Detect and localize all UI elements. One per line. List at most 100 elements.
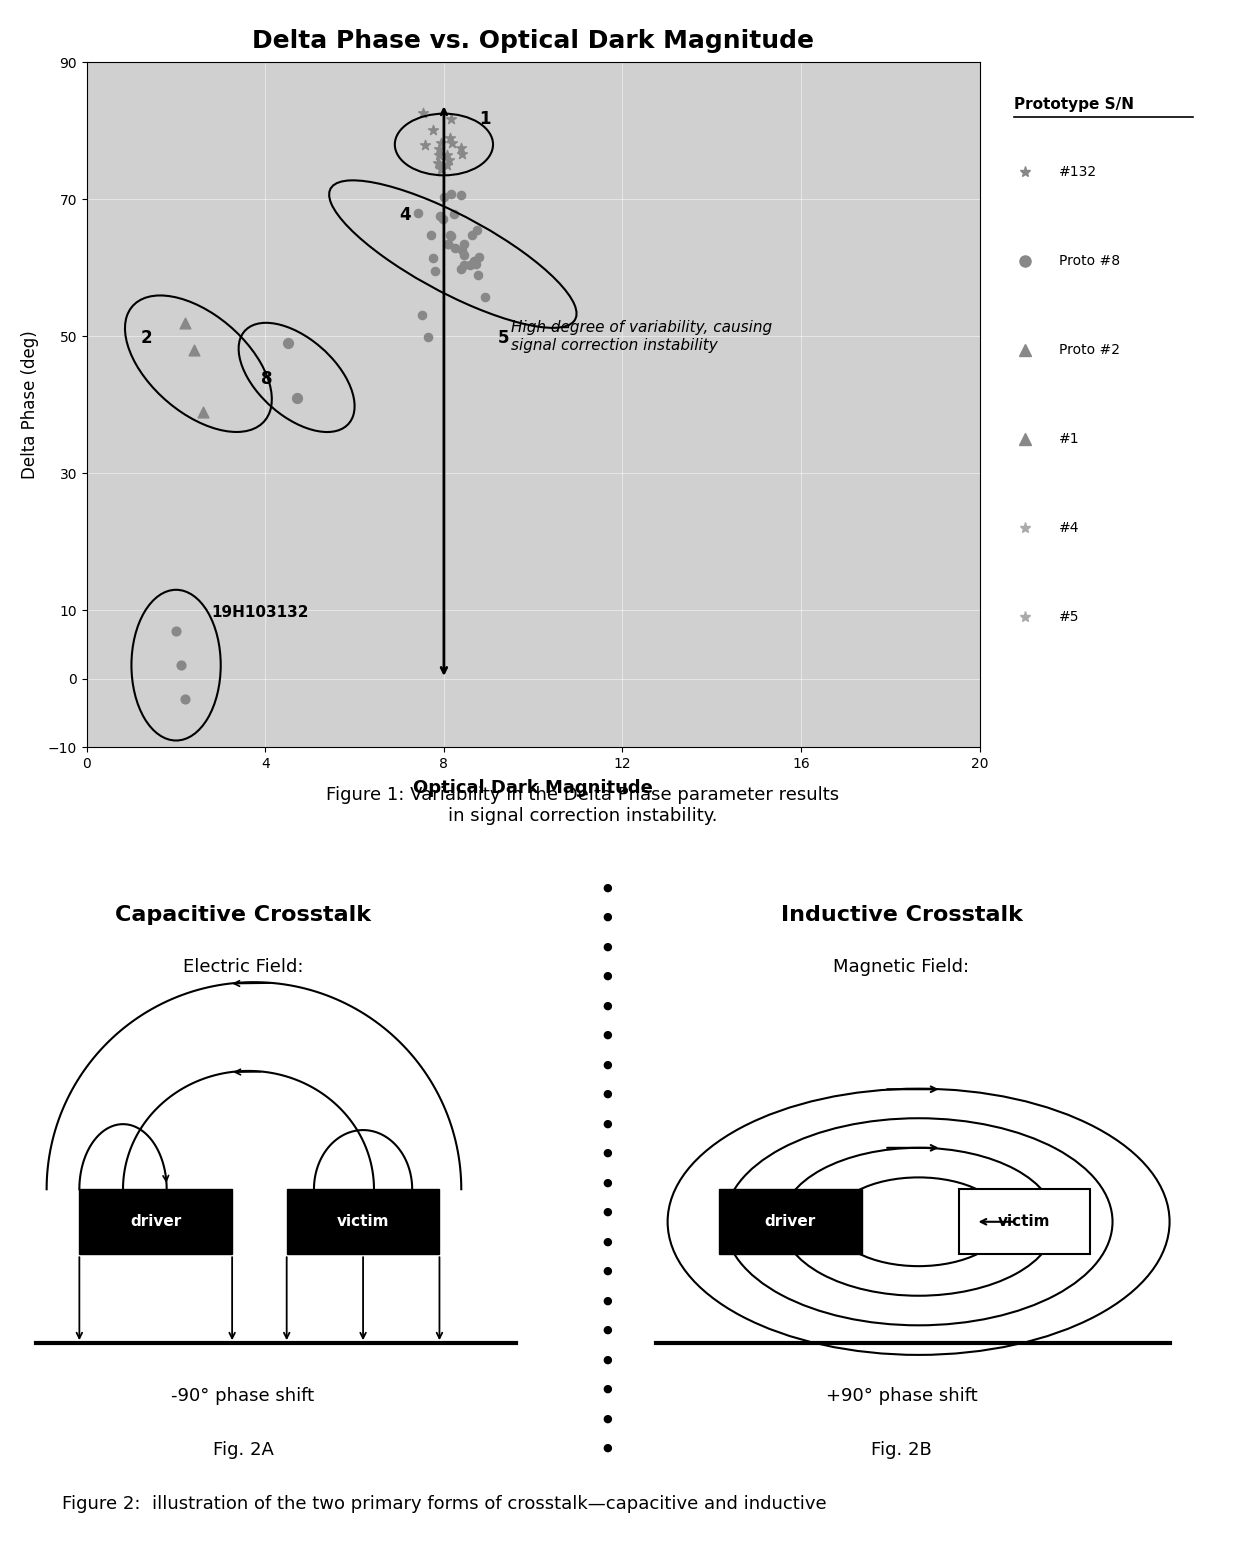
Text: Prototype S/N: Prototype S/N	[1014, 97, 1135, 112]
Text: ●: ●	[603, 1118, 613, 1129]
Text: Proto #2: Proto #2	[1059, 343, 1120, 357]
Text: ●: ●	[603, 1031, 613, 1040]
Text: Proto #8: Proto #8	[1059, 254, 1120, 268]
Text: ●: ●	[603, 912, 613, 922]
Point	[408, 201, 428, 226]
Text: ●: ●	[603, 1295, 613, 1305]
FancyBboxPatch shape	[959, 1190, 1090, 1255]
Text: Inductive Crosstalk: Inductive Crosstalk	[780, 905, 1023, 925]
Text: ●: ●	[603, 1384, 613, 1394]
Text: ●: ●	[603, 972, 613, 981]
Point	[166, 618, 186, 643]
Point	[175, 687, 195, 712]
Text: ●: ●	[603, 1266, 613, 1277]
Text: ●: ●	[603, 1207, 613, 1218]
Point	[413, 100, 433, 125]
Point	[438, 153, 458, 177]
Text: Capacitive Crosstalk: Capacitive Crosstalk	[115, 905, 371, 925]
Point	[429, 137, 449, 162]
Text: 4: 4	[399, 206, 410, 224]
Point	[429, 151, 449, 176]
Text: victim: victim	[337, 1214, 389, 1230]
Text: victim: victim	[998, 1214, 1050, 1230]
Text: High degree of variability, causing
signal correction instability: High degree of variability, causing sign…	[511, 321, 773, 352]
Point	[444, 201, 464, 226]
Text: ●: ●	[603, 1059, 613, 1070]
Text: Fig. 2A: Fig. 2A	[212, 1440, 274, 1459]
Point	[428, 149, 448, 174]
Point	[441, 224, 461, 249]
Point	[278, 330, 298, 355]
Text: ●: ●	[603, 1236, 613, 1247]
Point	[451, 135, 471, 160]
FancyBboxPatch shape	[719, 1190, 862, 1255]
Text: 1: 1	[480, 111, 491, 128]
Point	[439, 148, 459, 173]
Text: ●: ●	[603, 1001, 613, 1010]
Point	[436, 142, 456, 167]
Point	[433, 207, 453, 232]
Point	[454, 232, 474, 257]
Text: #5: #5	[1059, 610, 1080, 624]
Point	[429, 142, 449, 167]
Point	[451, 237, 471, 262]
Point	[451, 142, 471, 167]
Text: 8: 8	[260, 371, 273, 388]
Text: ●: ●	[603, 1355, 613, 1364]
Text: Fig. 2B: Fig. 2B	[872, 1440, 931, 1459]
Point	[445, 237, 465, 262]
Point	[469, 263, 489, 288]
Point	[475, 285, 495, 310]
Point	[454, 252, 474, 277]
Point	[451, 182, 471, 207]
Point	[463, 223, 482, 248]
Point	[451, 257, 471, 282]
Point	[420, 223, 440, 248]
Point	[432, 131, 451, 156]
Point	[454, 243, 474, 268]
FancyBboxPatch shape	[286, 1190, 439, 1255]
Point	[438, 232, 458, 257]
Point	[193, 399, 213, 424]
Point	[432, 156, 451, 181]
Text: Electric Field:: Electric Field:	[182, 959, 304, 976]
Title: Delta Phase vs. Optical Dark Magnitude: Delta Phase vs. Optical Dark Magnitude	[252, 30, 815, 53]
Point	[433, 156, 453, 181]
Point	[443, 131, 463, 156]
Point	[175, 310, 195, 335]
Point	[441, 107, 461, 132]
Text: 2: 2	[140, 329, 153, 347]
Text: #132: #132	[1059, 165, 1097, 179]
Text: ●: ●	[603, 1443, 613, 1453]
Text: #4: #4	[1059, 522, 1080, 536]
Text: ●: ●	[603, 1325, 613, 1334]
Point	[418, 324, 438, 349]
Point	[469, 244, 489, 269]
Point	[466, 252, 486, 277]
Point	[171, 652, 191, 677]
Text: driver: driver	[130, 1214, 181, 1230]
Point	[440, 223, 460, 248]
Point	[460, 252, 480, 277]
Text: Magnetic Field:: Magnetic Field:	[833, 959, 970, 976]
Point	[464, 248, 484, 272]
Text: 19H103132: 19H103132	[212, 606, 309, 620]
Point	[423, 118, 443, 143]
Text: ●: ●	[603, 942, 613, 951]
Point	[425, 258, 445, 283]
Text: Figure 1: Variability in the Delta Phase parameter results
in signal correction : Figure 1: Variability in the Delta Phase…	[326, 786, 839, 825]
Point	[286, 386, 306, 411]
Text: driver: driver	[765, 1214, 816, 1230]
Point	[430, 204, 450, 229]
Text: -90° phase shift: -90° phase shift	[171, 1387, 315, 1406]
X-axis label: Optical Dark Magnitude: Optical Dark Magnitude	[413, 780, 653, 797]
Text: 5: 5	[497, 329, 508, 347]
Point	[423, 246, 443, 271]
Y-axis label: Delta Phase (deg): Delta Phase (deg)	[21, 330, 40, 480]
Text: ●: ●	[603, 883, 613, 892]
Text: +90° phase shift: +90° phase shift	[826, 1387, 977, 1406]
Point	[467, 218, 487, 243]
Text: ●: ●	[603, 1414, 613, 1423]
Text: ●: ●	[603, 1088, 613, 1099]
Text: Figure 2:  illustration of the two primary forms of crosstalk—capacitive and ind: Figure 2: illustration of the two primar…	[62, 1495, 827, 1513]
